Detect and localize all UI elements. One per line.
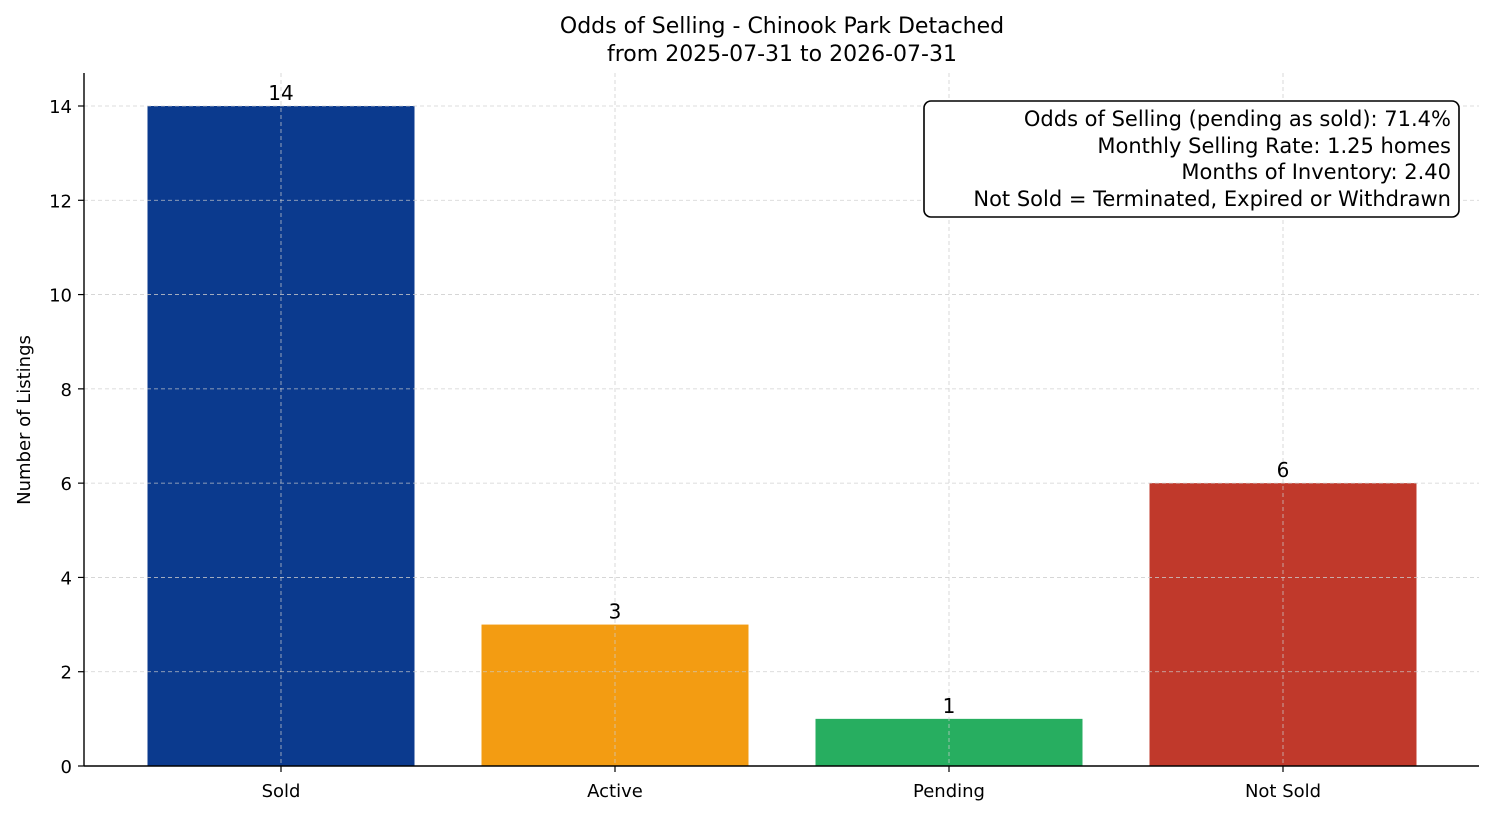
info-line-odds: Odds of Selling (pending as sold): 71.4% — [1024, 107, 1451, 131]
x-tick-label: Pending — [913, 781, 985, 802]
info-line-selling-rate: Monthly Selling Rate: 1.25 homes — [1097, 134, 1451, 158]
info-line-not-sold-definition: Not Sold = Terminated, Expired or Withdr… — [973, 187, 1451, 211]
bar-active — [481, 624, 749, 766]
bar-value-label: 14 — [268, 81, 293, 105]
bar-sold — [147, 106, 415, 766]
y-tick-label: 10 — [49, 286, 72, 307]
x-tick-label: Sold — [262, 781, 301, 802]
bar-not-sold — [1149, 483, 1417, 766]
bar-value-label: 3 — [609, 600, 622, 624]
y-tick-label: 8 — [61, 380, 72, 401]
labels-layer: 0 2 4 6 8 10 12 14 Sold Active Pending Not Sold 14 3 1… — [49, 81, 1321, 802]
info-box-frame — [923, 100, 1460, 218]
y-tick-label: 2 — [61, 663, 72, 684]
y-tick-label: 12 — [49, 191, 72, 212]
info-line-inventory: Months of Inventory: 2.40 — [1181, 160, 1451, 184]
y-tick-label: 6 — [61, 474, 72, 495]
chart-subtitle: from 2025-07-31 to 2026-07-31 — [607, 42, 957, 67]
info-box: Odds of Selling (pending as sold): 71.4%… — [923, 100, 1460, 218]
bar-value-label: 6 — [1277, 458, 1290, 482]
x-tick-label: Not Sold — [1245, 781, 1321, 802]
y-tick-label: 14 — [49, 97, 72, 118]
bar-value-label: 1 — [943, 694, 956, 718]
axes-layer — [78, 73, 1479, 772]
y-axis-label: Number of Listings — [14, 335, 35, 505]
y-tick-label: 4 — [61, 568, 72, 589]
y-tick-label: 0 — [61, 757, 72, 778]
x-tick-label: Active — [587, 781, 643, 802]
chart-title: Odds of Selling - Chinook Park Detached — [560, 14, 1004, 39]
